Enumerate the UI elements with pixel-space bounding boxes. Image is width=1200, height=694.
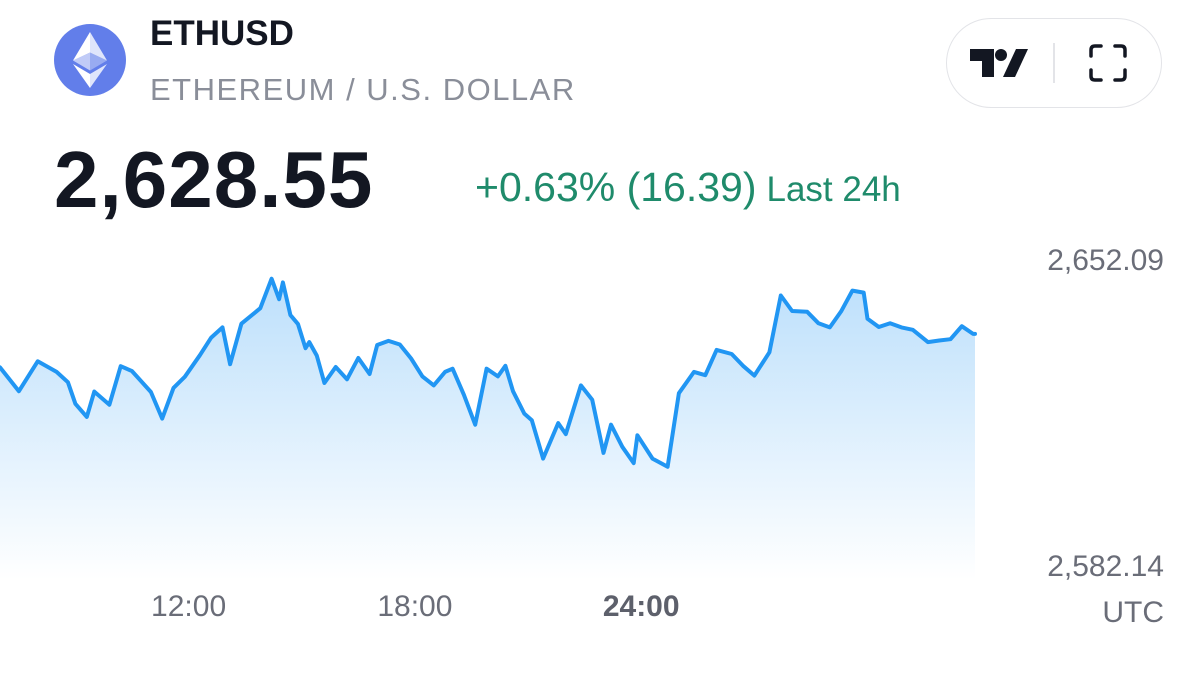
symbol-title: ETHUSD [150,14,294,53]
y-axis-min-label: 2,582.14 [1047,550,1164,583]
chart-area-fill [0,278,975,580]
pair-name: ETHEREUM / U.S. DOLLAR [150,72,576,107]
fullscreen-button[interactable] [1055,19,1161,107]
ethereum-icon [73,32,107,88]
change-period: Last 24h [766,170,901,209]
y-axis-max-label: 2,652.09 [1047,244,1164,277]
x-axis-unit-label: UTC [1102,596,1164,629]
price-change: +0.63% (16.39) Last 24h [475,164,901,211]
change-value: +0.63% (16.39) [475,164,757,210]
chart-toolbar [946,18,1162,108]
ethereum-logo [54,24,126,96]
tradingview-logo-icon [970,49,1029,77]
x-axis-tick-label: 12:00 [151,590,227,623]
tradingview-button[interactable] [947,19,1053,107]
fullscreen-icon [1089,44,1127,82]
current-price: 2,628.55 [54,135,374,224]
chart-price-line [0,276,977,469]
toolbar-divider [1053,43,1055,83]
x-axis-tick-label: 24:00 [602,590,680,623]
x-axis-tick-label: 18:00 [377,590,453,623]
